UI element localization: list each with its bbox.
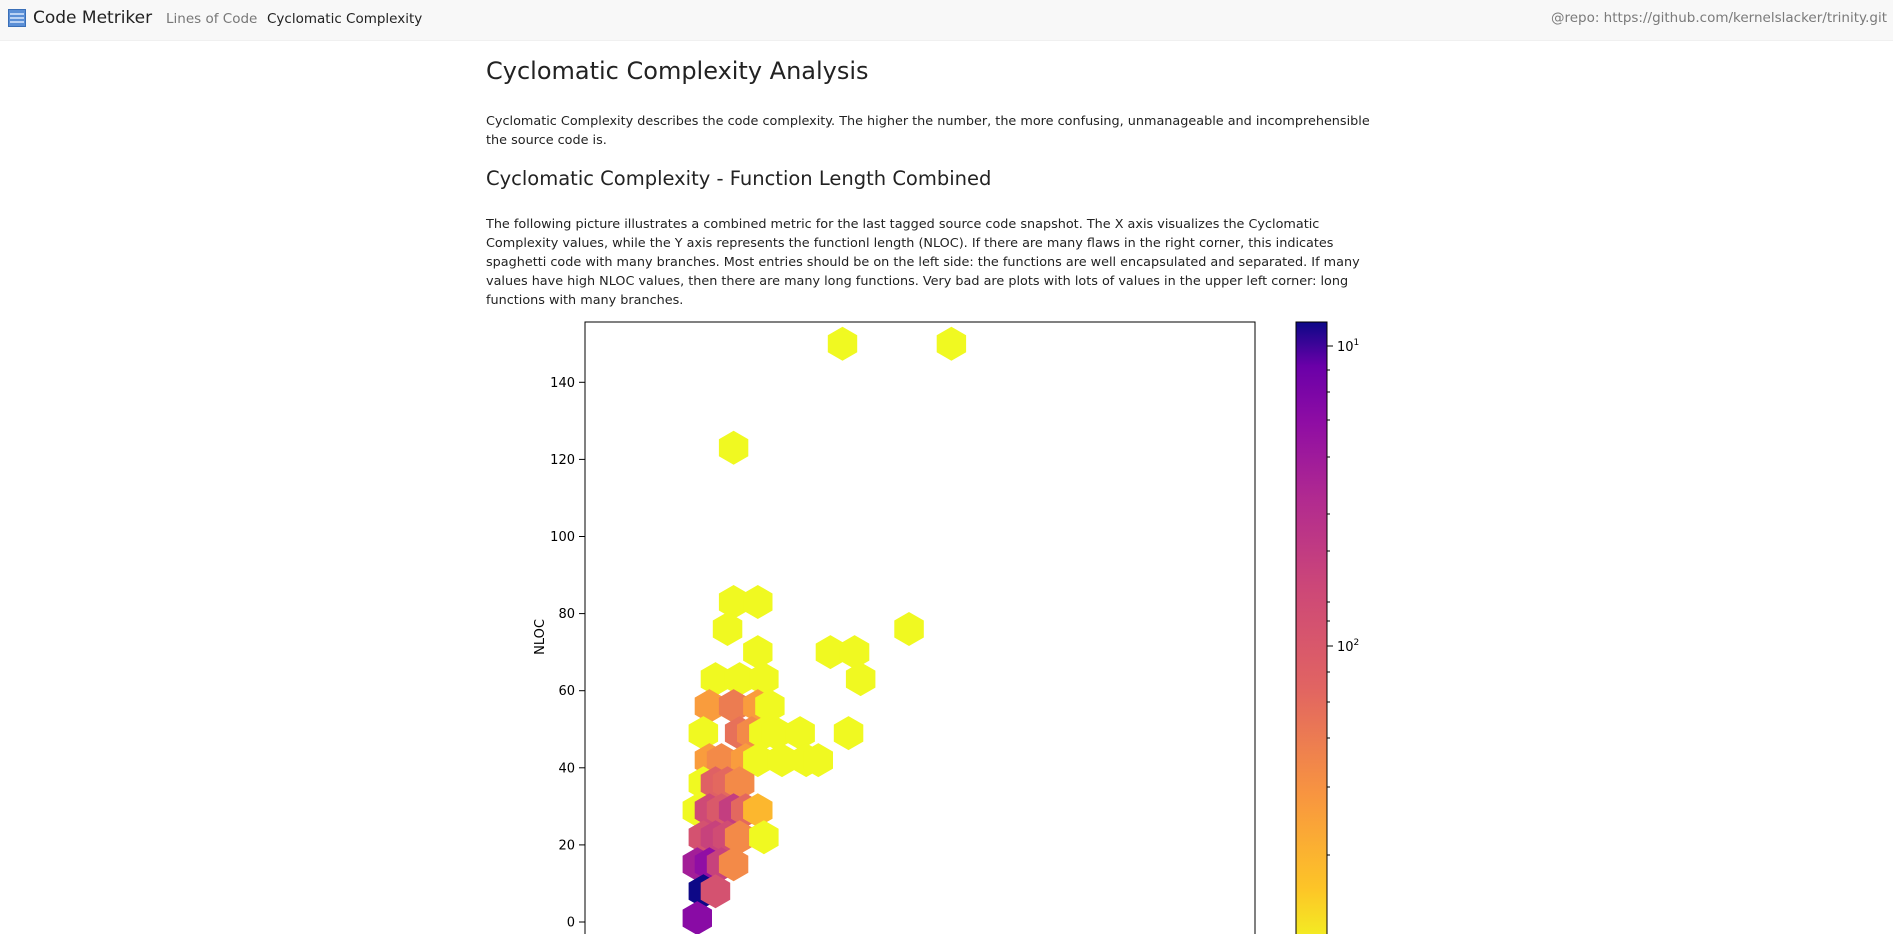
y-axis-ticks: 0 20 40 60 80 100 120 140 — [550, 376, 585, 931]
hexbin-cell-2 — [718, 430, 749, 465]
hexbin-cell-31 — [803, 743, 833, 778]
y-tick-label-100: 100 — [550, 530, 575, 545]
hexbin-cell-1 — [936, 326, 967, 361]
y-tick-label-140: 140 — [550, 376, 575, 391]
hexbin-cell-46 — [749, 820, 779, 855]
repo-url: @repo: https://github.com/kernelslacker/… — [1550, 10, 1887, 26]
y-tick-label-0: 0 — [567, 916, 575, 931]
nav-link-lines-of-code[interactable]: Lines of Code — [166, 11, 258, 27]
hexbin-cell-0 — [827, 326, 858, 361]
hexbin-cell-45 — [724, 820, 755, 855]
hexbin-cell-17 — [755, 689, 785, 724]
y-axis-label: NLOC — [533, 619, 548, 655]
hexbin-cell-35 — [724, 766, 755, 801]
colorbar — [1295, 321, 1328, 934]
colorbar-tick-label-0: 101 — [1337, 338, 1359, 355]
hexbin-cell-7 — [743, 635, 773, 670]
colorbar-ticks: 101 102 — [1327, 338, 1359, 856]
hexbin-cell-52 — [700, 874, 731, 909]
hexbin-cell-3 — [718, 585, 749, 619]
hexbin-cell-24 — [833, 716, 864, 751]
section-title: Cyclomatic Complexity - Function Length … — [486, 167, 992, 190]
hexbin-cell-11 — [724, 662, 755, 697]
y-tick-label-60: 60 — [558, 684, 575, 699]
hexbin-cell-53 — [682, 901, 712, 934]
hexbin-cells — [682, 326, 967, 934]
navbar: Code Metriker Lines of Code Cyclomatic C… — [0, 0, 1893, 41]
section-text: The following picture illustrates a comb… — [486, 217, 1360, 308]
hexbin-cell-28 — [743, 743, 773, 778]
hexbin-cell-23 — [785, 716, 815, 751]
hexbin-cell-12 — [749, 662, 779, 697]
y-tick-label-120: 120 — [550, 453, 575, 468]
hexbin-cell-18 — [688, 716, 719, 751]
hexbin-cell-13 — [845, 662, 876, 697]
hexbin-cell-41 — [743, 793, 773, 828]
hexbin-cell-9 — [839, 635, 870, 670]
hexbin-cell-29 — [767, 743, 797, 778]
hexbin-cell-6 — [894, 612, 924, 646]
hexbin-cell-5 — [712, 612, 743, 646]
y-tick-label-20: 20 — [558, 838, 575, 853]
hexbin-cell-8 — [815, 635, 846, 670]
page-title: Cyclomatic Complexity Analysis — [486, 57, 869, 85]
hexbin-cell-14 — [694, 689, 725, 724]
nav-link-cyclomatic-complexity[interactable]: Cyclomatic Complexity — [267, 11, 423, 27]
hexbin-cell-10 — [700, 662, 731, 697]
y-tick-label-40: 40 — [558, 761, 575, 776]
colorbar-tick-label-1: 102 — [1337, 638, 1359, 655]
app-logo-icon — [8, 9, 26, 27]
brand-name[interactable]: Code Metriker — [33, 8, 153, 28]
hexbin-cell-15 — [718, 689, 749, 724]
y-tick-label-80: 80 — [558, 607, 575, 622]
hexbin-cell-4 — [743, 585, 773, 619]
hexbin-cell-50 — [718, 847, 749, 882]
intro-text: Cyclomatic Complexity describes the code… — [486, 114, 1370, 148]
hexbin-cell-22 — [761, 716, 791, 751]
